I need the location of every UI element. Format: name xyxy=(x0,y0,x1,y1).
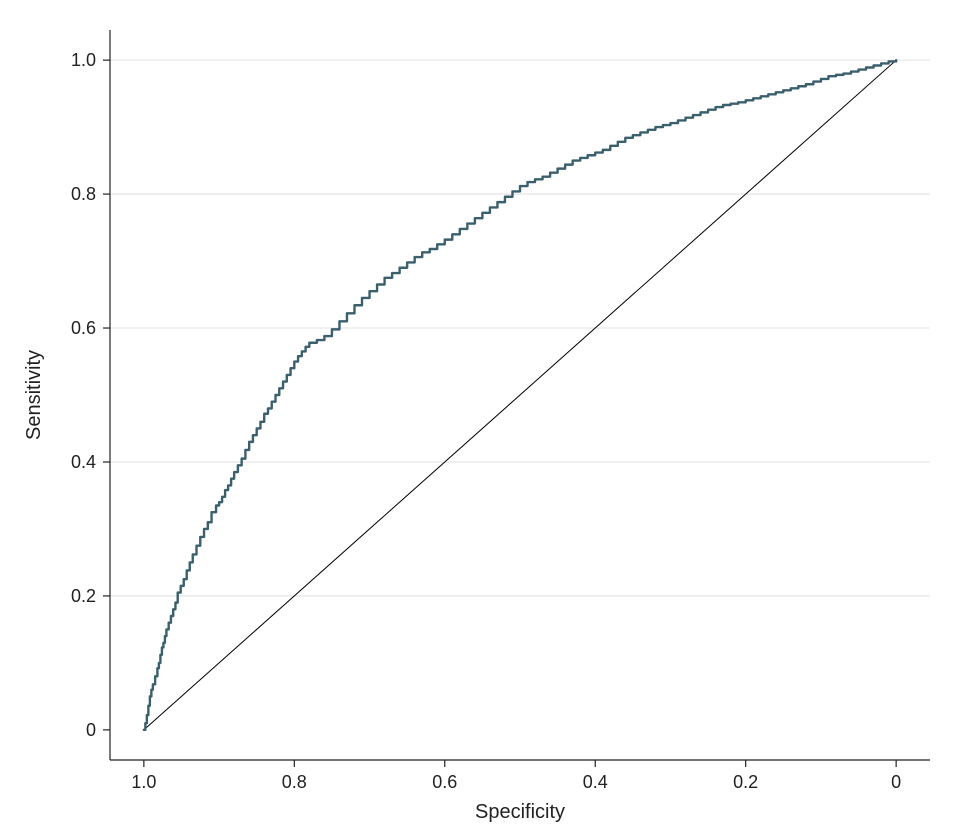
chart-bg xyxy=(0,0,956,830)
y-tick-label: 0.8 xyxy=(71,184,96,204)
roc-chart-svg: 1.0 0.8 0.6 0.4 0.2 0 0 0.2 0.4 0.6 0.8 1.0 Specific… xyxy=(0,0,956,830)
roc-chart: 1.0 0.8 0.6 0.4 0.2 0 0 0.2 0.4 0.6 0.8 1.0 Specific… xyxy=(0,0,956,830)
x-tick-label: 0.4 xyxy=(583,772,608,792)
y-tick-label: 0.2 xyxy=(71,586,96,606)
y-tick-label: 1.0 xyxy=(71,50,96,70)
x-tick-label: 1.0 xyxy=(131,772,156,792)
x-tick-label: 0.2 xyxy=(733,772,758,792)
x-axis-label: Specificity xyxy=(475,801,565,823)
y-axis-label: Sensitivity xyxy=(23,350,45,440)
y-tick-label: 0 xyxy=(86,720,96,740)
x-tick-label: 0.6 xyxy=(432,772,457,792)
x-tick-label: 0 xyxy=(891,772,901,792)
x-tick-label: 0.8 xyxy=(282,772,307,792)
y-tick-label: 0.4 xyxy=(71,452,96,472)
y-tick-label: 0.6 xyxy=(71,318,96,338)
